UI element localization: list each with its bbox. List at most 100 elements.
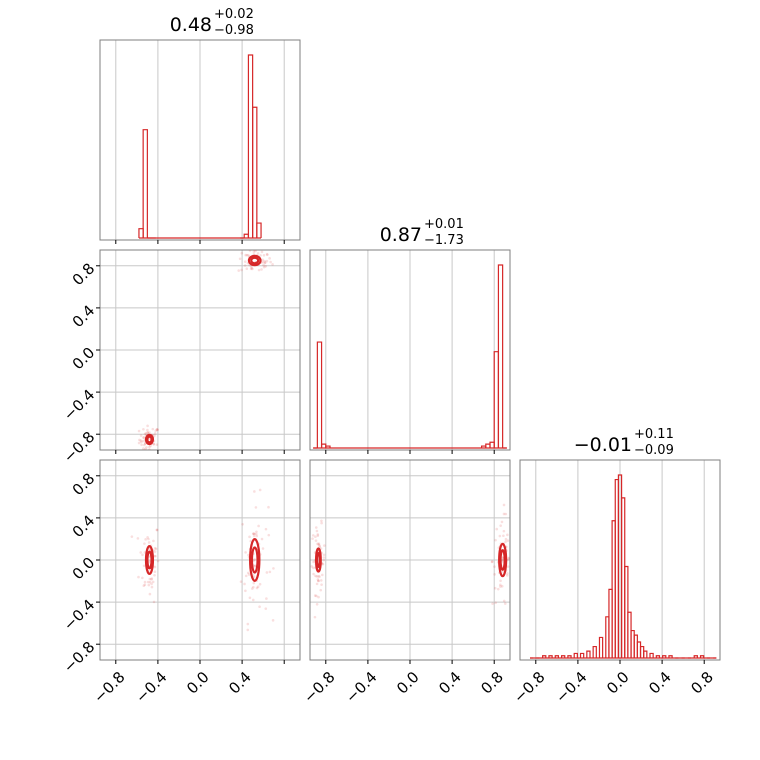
pair-2-0-point-0-20 bbox=[142, 564, 146, 568]
pair-2-1-point-0-54 bbox=[316, 578, 320, 581]
pair-2-1-point-1-42 bbox=[507, 557, 510, 560]
diag-2-bin-3 bbox=[548, 655, 553, 658]
pair-2-1-point-0-50 bbox=[317, 542, 321, 545]
pair-1-0-point-0-24 bbox=[139, 434, 143, 437]
pair-1-0-point-1-25 bbox=[263, 261, 267, 265]
pair-2-0-point-0-19 bbox=[147, 537, 150, 541]
pair-1-0-contour-1-1 bbox=[250, 256, 260, 265]
pair-1-0-point-1-7 bbox=[244, 253, 247, 257]
pair-1-0-point-0-5 bbox=[137, 441, 141, 445]
pair-1-0-point-1-16 bbox=[243, 260, 247, 263]
pair-2-0-point-0-8 bbox=[150, 582, 153, 586]
pair-2-1-point-0-14 bbox=[315, 529, 319, 533]
diag-2-xtick-label-1: −0.4 bbox=[552, 668, 590, 706]
pair-1-0-point-0-55 bbox=[155, 428, 159, 431]
pair-1-0-point-1-26 bbox=[261, 258, 265, 262]
diag-2-bin-8 bbox=[579, 652, 585, 658]
diag-2-bin-2 bbox=[542, 655, 547, 658]
pair-1-0-point-1-59 bbox=[263, 261, 267, 264]
pair-2-0-points bbox=[130, 488, 275, 632]
pair-1-0-point-1-42 bbox=[264, 264, 268, 268]
pair-1-0-point-0-6 bbox=[142, 436, 146, 439]
pair-2-0-point-0-12 bbox=[148, 592, 152, 596]
pair-2-0-point-1-20 bbox=[253, 490, 256, 493]
pair-2-0-point-1-45 bbox=[255, 532, 258, 536]
diag-2-title-plus: +0.11 bbox=[634, 427, 674, 442]
pair-1-0-point-1-24 bbox=[263, 259, 266, 263]
pair-2-0-point-0-55 bbox=[130, 535, 134, 538]
diag-2-bin-32 bbox=[693, 655, 698, 658]
pair-1-0-point-0-27 bbox=[153, 434, 156, 437]
diag-0-bin-0 bbox=[138, 228, 144, 238]
pair-2-1-point-1-34 bbox=[506, 533, 509, 537]
pair-2-1-point-0-49 bbox=[313, 594, 317, 597]
pair-1-0-point-1-37 bbox=[250, 266, 254, 270]
pair-2-1-point-1-33 bbox=[506, 565, 510, 568]
pair-2-1-point-0-17 bbox=[310, 565, 313, 568]
pair-2-1-point-0-5 bbox=[317, 543, 320, 546]
pair-1-0-point-0-39 bbox=[155, 443, 159, 446]
diag-2-bin-28 bbox=[668, 655, 673, 658]
diag-0-title-minus: −0.98 bbox=[214, 23, 254, 38]
pair-1-0-point-1-30 bbox=[245, 253, 249, 257]
pair-2-1-point-0-20 bbox=[323, 544, 326, 547]
pair-2-1-point-1-4 bbox=[502, 529, 506, 533]
pair-1-0-point-1-55 bbox=[240, 268, 243, 272]
pair-1-0-point-0-14 bbox=[154, 429, 158, 433]
pair-2-0-ytick-label-2: 0.0 bbox=[69, 554, 99, 584]
pair-2-0-point-1-22 bbox=[247, 573, 251, 576]
pair-2-1-point-0-3 bbox=[315, 594, 318, 598]
pair-1-0-point-1-3 bbox=[261, 260, 264, 264]
pair-2-0-point-1-57 bbox=[267, 505, 270, 509]
pair-2-0-point-0-6 bbox=[155, 528, 159, 532]
pair-1-0-ytick-label-2: 0.0 bbox=[69, 344, 99, 374]
diag-2-bin-10 bbox=[592, 645, 597, 658]
pair-2-0-point-1-32 bbox=[250, 587, 254, 590]
pair-2-1-point-1-26 bbox=[500, 520, 504, 524]
pair-1-0-point-1-12 bbox=[248, 242, 251, 245]
pair-2-1-points bbox=[310, 503, 510, 619]
pair-1-0-point-0-58 bbox=[144, 431, 148, 435]
pair-2-0-xtick-label-1: −0.4 bbox=[132, 668, 170, 706]
pair-2-1-point-1-56 bbox=[500, 584, 504, 588]
pair-2-0-point-0-24 bbox=[153, 550, 157, 553]
diag-2-xtick-label-4: 0.8 bbox=[687, 668, 717, 698]
pair-1-0-point-1-1 bbox=[260, 250, 264, 254]
pair-2-0-point-1-15 bbox=[255, 534, 259, 538]
pair-2-0-point-0-22 bbox=[143, 580, 147, 584]
pair-1-0-point-1-39 bbox=[256, 252, 260, 255]
pair-2-0-point-1-18 bbox=[253, 564, 257, 568]
pair-2-0-point-1-33 bbox=[253, 532, 256, 536]
pair-1-0-point-1-43 bbox=[243, 264, 247, 267]
pair-2-0-point-0-53 bbox=[147, 541, 151, 544]
diag-2-bin-9 bbox=[586, 650, 591, 658]
pair-1-0-point-0-7 bbox=[142, 436, 145, 439]
pair-2-1-point-1-32 bbox=[493, 586, 497, 590]
pair-2-1-point-0-52 bbox=[316, 534, 320, 537]
pair-1-0-point-0-36 bbox=[138, 438, 141, 442]
pair-1-0-point-1-22 bbox=[249, 265, 253, 268]
pair-2-0-point-0-33 bbox=[144, 538, 147, 541]
pair-1-0-point-0-13 bbox=[148, 445, 151, 449]
pair-2-0-point-0-57 bbox=[152, 600, 156, 604]
pair-1-0-point-1-36 bbox=[238, 257, 242, 261]
pair-2-1-point-0-51 bbox=[312, 560, 315, 564]
pair-1-0-point-0-44 bbox=[148, 431, 151, 434]
pair-2-1-point-1-9 bbox=[503, 602, 507, 605]
pair-1-0-point-1-53 bbox=[269, 260, 272, 264]
pair-2-0-point-1-38 bbox=[267, 533, 271, 537]
pair-1-0-point-0-0 bbox=[146, 431, 150, 435]
diag-2-xtick-label-0: −0.8 bbox=[510, 668, 548, 706]
pair-2-1-point-0-46 bbox=[322, 558, 326, 562]
pair-2-0-point-1-5 bbox=[268, 570, 272, 574]
diag-0-title-plus: +0.02 bbox=[214, 7, 254, 22]
pair-2-0-point-1-42 bbox=[264, 527, 268, 531]
pair-2-1-point-0-11 bbox=[312, 566, 315, 570]
pair-1-0-points bbox=[137, 242, 274, 450]
pair-2-1-point-0-23 bbox=[311, 534, 315, 537]
pair-2-1-contour-0-1 bbox=[315, 551, 321, 569]
pair-2-0-point-0-7 bbox=[152, 539, 155, 543]
pair-1-0-contour-0-1 bbox=[146, 435, 153, 444]
pair-2-1-point-0-48 bbox=[322, 556, 326, 559]
